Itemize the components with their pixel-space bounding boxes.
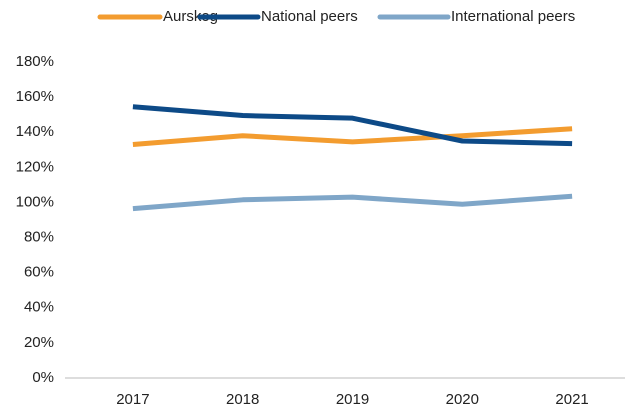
x-tick-label: 2019 xyxy=(336,391,369,408)
legend-label: Aurskog xyxy=(163,8,218,25)
y-tick-label: 80% xyxy=(24,229,54,246)
y-tick-label: 20% xyxy=(24,334,54,351)
x-tick-label: 2021 xyxy=(555,391,588,408)
y-tick-label: 180% xyxy=(16,53,54,70)
series-line xyxy=(132,104,573,147)
y-tick-label: 60% xyxy=(24,264,54,281)
series-line xyxy=(132,126,573,148)
y-tick-label: 140% xyxy=(16,123,54,140)
series-line xyxy=(132,193,573,212)
x-tick-label: 2018 xyxy=(226,391,259,408)
y-tick-label: 160% xyxy=(16,88,54,105)
legend-label: International peers xyxy=(451,8,575,25)
y-tick-label: 100% xyxy=(16,193,54,210)
legend-label: National peers xyxy=(261,8,358,25)
y-tick-label: 40% xyxy=(24,299,54,316)
x-tick-label: 2017 xyxy=(116,391,149,408)
y-tick-label: 120% xyxy=(16,158,54,175)
x-tick-label: 2020 xyxy=(446,391,479,408)
y-tick-label: 0% xyxy=(32,369,54,386)
